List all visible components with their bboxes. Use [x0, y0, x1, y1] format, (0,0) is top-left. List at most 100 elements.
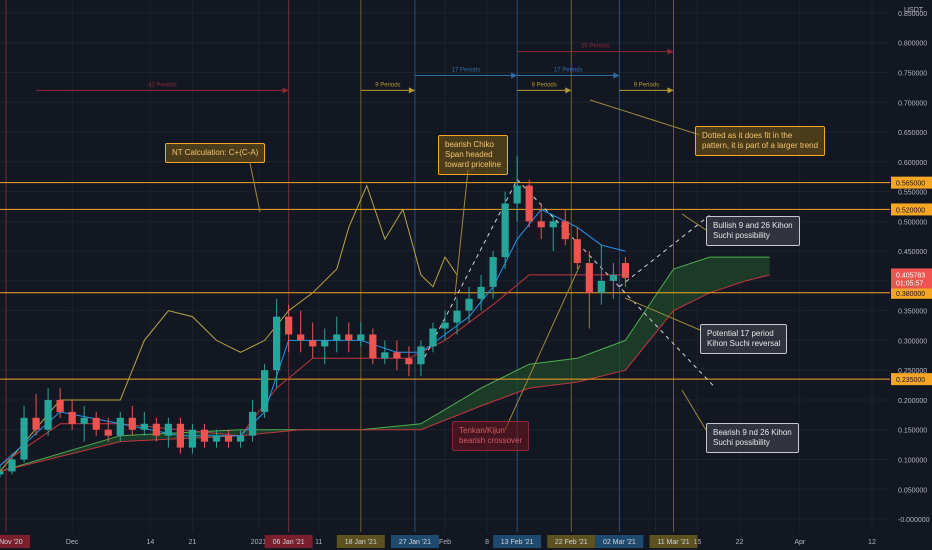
candle-body: [621, 263, 630, 278]
candle-body: [248, 411, 257, 436]
annotation-leader-line: [249, 162, 261, 213]
candle-body: [561, 221, 569, 240]
time-axis-tick: 11: [315, 539, 322, 546]
price-level-tag: [891, 203, 932, 216]
candle-body: [597, 280, 605, 293]
price-level-tag-label: 0.565000: [896, 181, 925, 188]
price-level-tag-label: 0.380000: [896, 291, 925, 298]
time-axis-highlight: [493, 535, 542, 548]
candle-body: [297, 334, 305, 341]
tenkan-kijun-note: Tenkan/Kijun bearish crossover: [452, 421, 530, 451]
price-level-tag: [891, 373, 932, 386]
ichimoku-cloud: [0, 257, 770, 472]
price-axis-tick: 0.550000: [898, 190, 927, 197]
time-axis-tick: Feb: [439, 539, 451, 546]
price-level-tag: [891, 176, 932, 189]
reversal-kihon-note: Potential 17 period Kihon Suchi reversal: [700, 324, 788, 354]
candle-body: [164, 423, 172, 436]
price-axis-tick: 0.250000: [898, 368, 927, 375]
price-axis-tick: 0.150000: [898, 428, 927, 435]
candle-body: [224, 435, 233, 442]
candle-body: [537, 221, 545, 228]
period-arrow-head: [282, 87, 289, 94]
nt-calculation-note: NT Calculation: C+(C-A): [165, 143, 266, 163]
candle-body: [573, 239, 581, 264]
candle-body: [321, 340, 329, 347]
time-axis-highlight: [336, 535, 385, 548]
candle-body: [525, 185, 533, 222]
projection-dashed-line-up: [619, 215, 710, 288]
price-axis-tick: 0.750000: [898, 70, 927, 77]
period-arrow-label: 9 Periods: [634, 82, 659, 88]
time-axis-tick: 12: [868, 539, 876, 546]
period-arrow-head: [667, 87, 674, 94]
candle-body: [393, 352, 401, 359]
candle-body: [212, 435, 221, 442]
time-axis-tick: 11 Mar '21: [657, 539, 689, 546]
candle-body: [200, 429, 209, 442]
price-level-tag: [891, 286, 932, 299]
bullish-kihon-note: Bullish 9 and 26 Kihon Suchi possibility: [706, 216, 800, 246]
last-price-value: 0.405783: [896, 272, 925, 279]
price-axis-tick: 0.700000: [898, 100, 927, 107]
time-axis-bg: [0, 532, 932, 550]
candle-body: [32, 417, 40, 430]
price-axis-tick: 0.350000: [898, 309, 927, 316]
candle-body: [441, 322, 449, 329]
time-axis-tick: 18 Jan '21: [345, 539, 377, 546]
candle-body: [152, 423, 160, 436]
candle-body: [285, 316, 293, 335]
time-axis-highlight: [264, 535, 313, 548]
time-axis-tick: 2021: [251, 539, 267, 546]
annotation-leader-line: [504, 264, 581, 431]
price-level-tag-label: 0.520000: [896, 207, 925, 214]
chikou-span-note: bearish Chiko Span headed toward priceli…: [438, 135, 509, 175]
period-arrow-head: [565, 87, 572, 94]
time-axis-highlight: [595, 535, 644, 548]
time-axis-tick: 02 Mar '21: [603, 539, 636, 546]
candle-body: [176, 423, 185, 448]
time-axis-tick: 13 Feb '21: [501, 539, 534, 546]
candle-body: [309, 340, 317, 347]
candle-body: [381, 352, 389, 359]
candle-body: [80, 417, 88, 424]
period-arrow-label: 42 Periods: [148, 82, 177, 88]
price-axis-tick: 0.200000: [898, 398, 927, 405]
annotation-leader-line: [589, 99, 701, 136]
candle-body: [453, 310, 461, 323]
period-arrow-head: [511, 72, 518, 79]
annotation-leader-line: [624, 297, 701, 331]
time-axis-highlight: [547, 535, 596, 548]
candle-body: [68, 411, 76, 424]
time-axis-tick: 21: [189, 539, 197, 546]
kijun-sen-line: [0, 274, 626, 466]
price-axis-tick: 0.850000: [898, 11, 927, 18]
candle-body: [273, 316, 281, 371]
candle-body: [549, 221, 557, 228]
candle-body: [465, 298, 473, 311]
candle-body: [357, 334, 365, 341]
candle-body: [116, 417, 124, 436]
annotation-leader-line: [454, 169, 469, 296]
price-axis-currency: USDT: [904, 7, 924, 14]
candle-body: [140, 423, 148, 430]
price-axis-tick: -0.000000: [898, 517, 930, 524]
time-axis-highlight: [649, 535, 698, 548]
time-axis-tick: Apr: [794, 539, 806, 546]
candle-body: [333, 334, 341, 341]
period-arrow-label: 17 Periods: [452, 67, 481, 73]
candle-body: [188, 429, 197, 448]
candle-body: [236, 435, 245, 442]
price-level-tag-label: 0.235000: [896, 377, 925, 384]
dotted-trend-note: Dotted as it does fit in the pattern, it…: [695, 126, 826, 156]
candle-body: [8, 459, 16, 472]
price-axis-tick: 0.050000: [898, 487, 927, 494]
candle-body: [585, 263, 593, 293]
candle-body: [513, 185, 521, 204]
time-axis-tick: 8: [485, 539, 489, 546]
period-arrow-label: 9 Periods: [532, 82, 557, 88]
candle-body: [429, 328, 437, 347]
candle-body: [417, 346, 425, 365]
